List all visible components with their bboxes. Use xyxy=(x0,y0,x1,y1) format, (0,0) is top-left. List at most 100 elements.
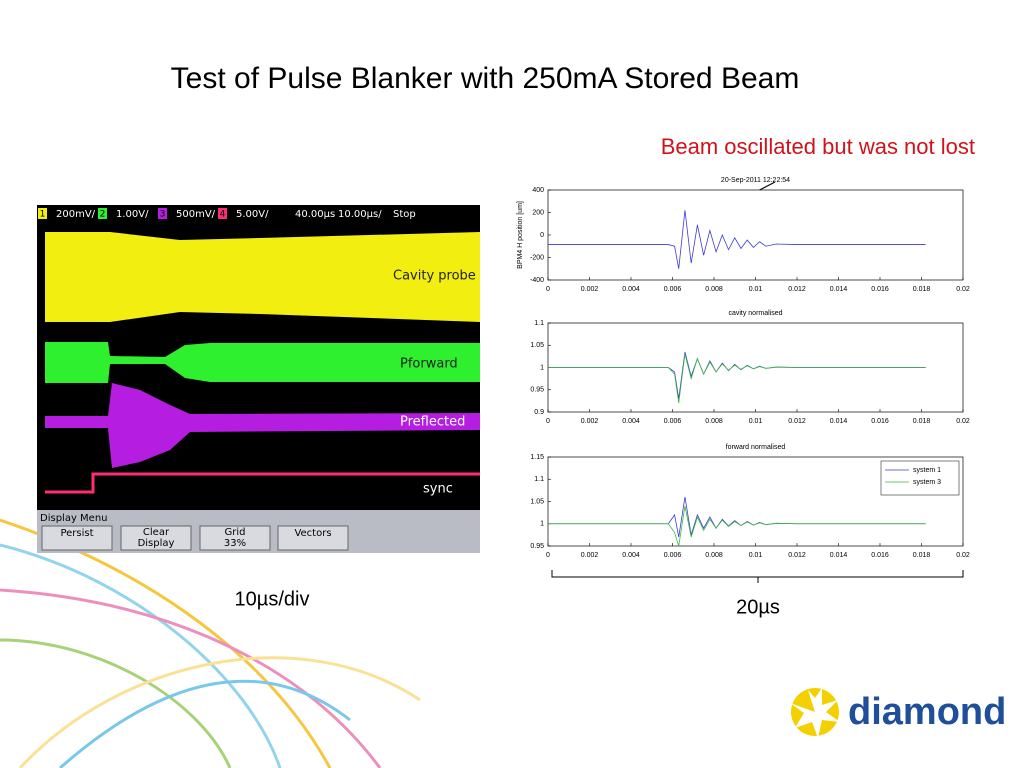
pforward-trace xyxy=(45,342,480,383)
x-tick-label: 0.01 xyxy=(749,552,763,559)
span-label: 20µs xyxy=(736,596,780,618)
swirl xyxy=(0,543,282,768)
swirl xyxy=(59,679,351,768)
y-axis-label: BPM4 H position [um] xyxy=(517,201,524,269)
channel-badge xyxy=(158,208,167,219)
menu-button-label: Persist xyxy=(60,528,93,539)
trace-label: Preflected xyxy=(400,415,465,430)
plot-frame xyxy=(547,189,964,281)
x-tick-label: 0.012 xyxy=(788,286,806,293)
logo: diamond xyxy=(790,688,1006,738)
y-tick-label: -200 xyxy=(530,254,544,261)
y-tick-label: 1.15 xyxy=(530,454,544,461)
delay: 40.00µs xyxy=(295,209,335,220)
y-tick-label: 1.05 xyxy=(530,498,544,505)
channel-scale: 5.00V/ xyxy=(236,209,269,220)
x-tick-label: 0.002 xyxy=(581,418,599,425)
x-tick-label: 0.01 xyxy=(749,418,763,425)
x-tick-label: 0.016 xyxy=(871,418,889,425)
y-tick-label: 1.1 xyxy=(534,476,544,483)
y-tick-label: 0.95 xyxy=(530,543,544,550)
x-tick-label: 0.004 xyxy=(622,286,640,293)
channel-number: 1 xyxy=(40,210,46,220)
legend-label: system 1 xyxy=(913,467,941,474)
menu-button xyxy=(199,525,271,551)
x-tick-label: 0 xyxy=(546,418,550,425)
menu-button-label: 33% xyxy=(224,538,246,549)
y-tick-label: 1.1 xyxy=(534,320,544,327)
slide-title: Test of Pulse Blanker with 250mA Stored … xyxy=(171,62,800,95)
x-tick-label: 0.01 xyxy=(749,286,763,293)
logo-text: diamond xyxy=(848,691,1006,733)
x-tick-label: 0.02 xyxy=(956,552,970,559)
menu-button xyxy=(277,525,349,551)
scale-label: 10µs/div xyxy=(235,588,310,610)
logo-star xyxy=(790,688,840,738)
oscilloscope: 1 200mV/2 1.00V/3 500mV/4 5.00V/40.00µs 10.00… xyxy=(37,205,480,553)
x-tick-label: 0.006 xyxy=(664,286,682,293)
channel-number: 4 xyxy=(220,210,226,220)
x-tick-label: 0.008 xyxy=(705,552,723,559)
menu-button xyxy=(41,525,113,551)
channel-number: 2 xyxy=(100,210,106,220)
x-tick-label: 0.002 xyxy=(581,286,599,293)
plot-title: cavity normalised xyxy=(728,310,782,317)
swirl xyxy=(0,588,382,768)
x-tick-label: 0.004 xyxy=(622,418,640,425)
x-tick-label: 0.016 xyxy=(871,286,889,293)
channel-badge xyxy=(38,208,47,219)
menu-button xyxy=(120,525,192,551)
x-tick-label: 0.004 xyxy=(622,552,640,559)
y-tick-label: 1 xyxy=(540,521,544,528)
menu-button-label: Vectors xyxy=(294,528,331,539)
trace-label: Cavity probe xyxy=(393,269,476,284)
trace-label: Pforward xyxy=(400,357,458,372)
x-tick-label: 0.018 xyxy=(913,286,931,293)
plot-title: forward normalised xyxy=(726,444,786,451)
swirl xyxy=(18,656,421,768)
x-tick-label: 0.014 xyxy=(830,552,848,559)
x-tick-label: 0.014 xyxy=(830,418,848,425)
y-tick-label: -400 xyxy=(530,277,544,284)
channel-badge xyxy=(98,208,107,219)
cavity-trace xyxy=(45,232,480,322)
x-tick-label: 0.008 xyxy=(705,418,723,425)
y-tick-label: 1.05 xyxy=(530,342,544,349)
legend-box xyxy=(880,460,960,496)
series-line xyxy=(548,354,926,404)
menu-button-label: Clear xyxy=(143,527,170,538)
channel-badge xyxy=(218,208,227,219)
series-line xyxy=(548,210,926,269)
plot-title: 20-Sep-2011 12:22:54 xyxy=(721,177,790,184)
timebase: 10.00µs/ xyxy=(338,209,382,220)
menu-button-label: Display xyxy=(138,538,175,549)
y-tick-label: 200 xyxy=(532,209,544,216)
x-tick-label: 0 xyxy=(546,286,550,293)
y-tick-label: 0 xyxy=(540,232,544,239)
x-tick-label: 0.008 xyxy=(705,286,723,293)
x-tick-label: 0.014 xyxy=(830,286,848,293)
menu-title: Display Menu xyxy=(40,513,108,524)
x-tick-label: 0.018 xyxy=(913,418,931,425)
x-tick-label: 0.02 xyxy=(956,418,970,425)
x-tick-label: 0.012 xyxy=(788,418,806,425)
channel-scale: 500mV/ xyxy=(176,209,216,220)
channel-number: 3 xyxy=(160,210,166,220)
status-bar: 1 200mV/2 1.00V/3 500mV/4 5.00V/40.00µs 10.00… xyxy=(38,208,416,220)
sync-trace xyxy=(45,472,480,494)
trace-label: sync xyxy=(423,482,453,497)
annotation: Beam oscillated but was not lost xyxy=(661,134,975,159)
x-tick-label: 0.02 xyxy=(956,286,970,293)
preflected-trace xyxy=(45,383,480,468)
menu-button-label: Grid xyxy=(225,527,246,538)
decor xyxy=(0,518,421,768)
x-tick-label: 0.018 xyxy=(913,552,931,559)
y-tick-label: 0.95 xyxy=(530,387,544,394)
y-tick-label: 0.9 xyxy=(534,409,544,416)
x-tick-label: 0.006 xyxy=(664,552,682,559)
legend-label: system 3 xyxy=(913,479,941,486)
x-tick-label: 0.016 xyxy=(871,552,889,559)
